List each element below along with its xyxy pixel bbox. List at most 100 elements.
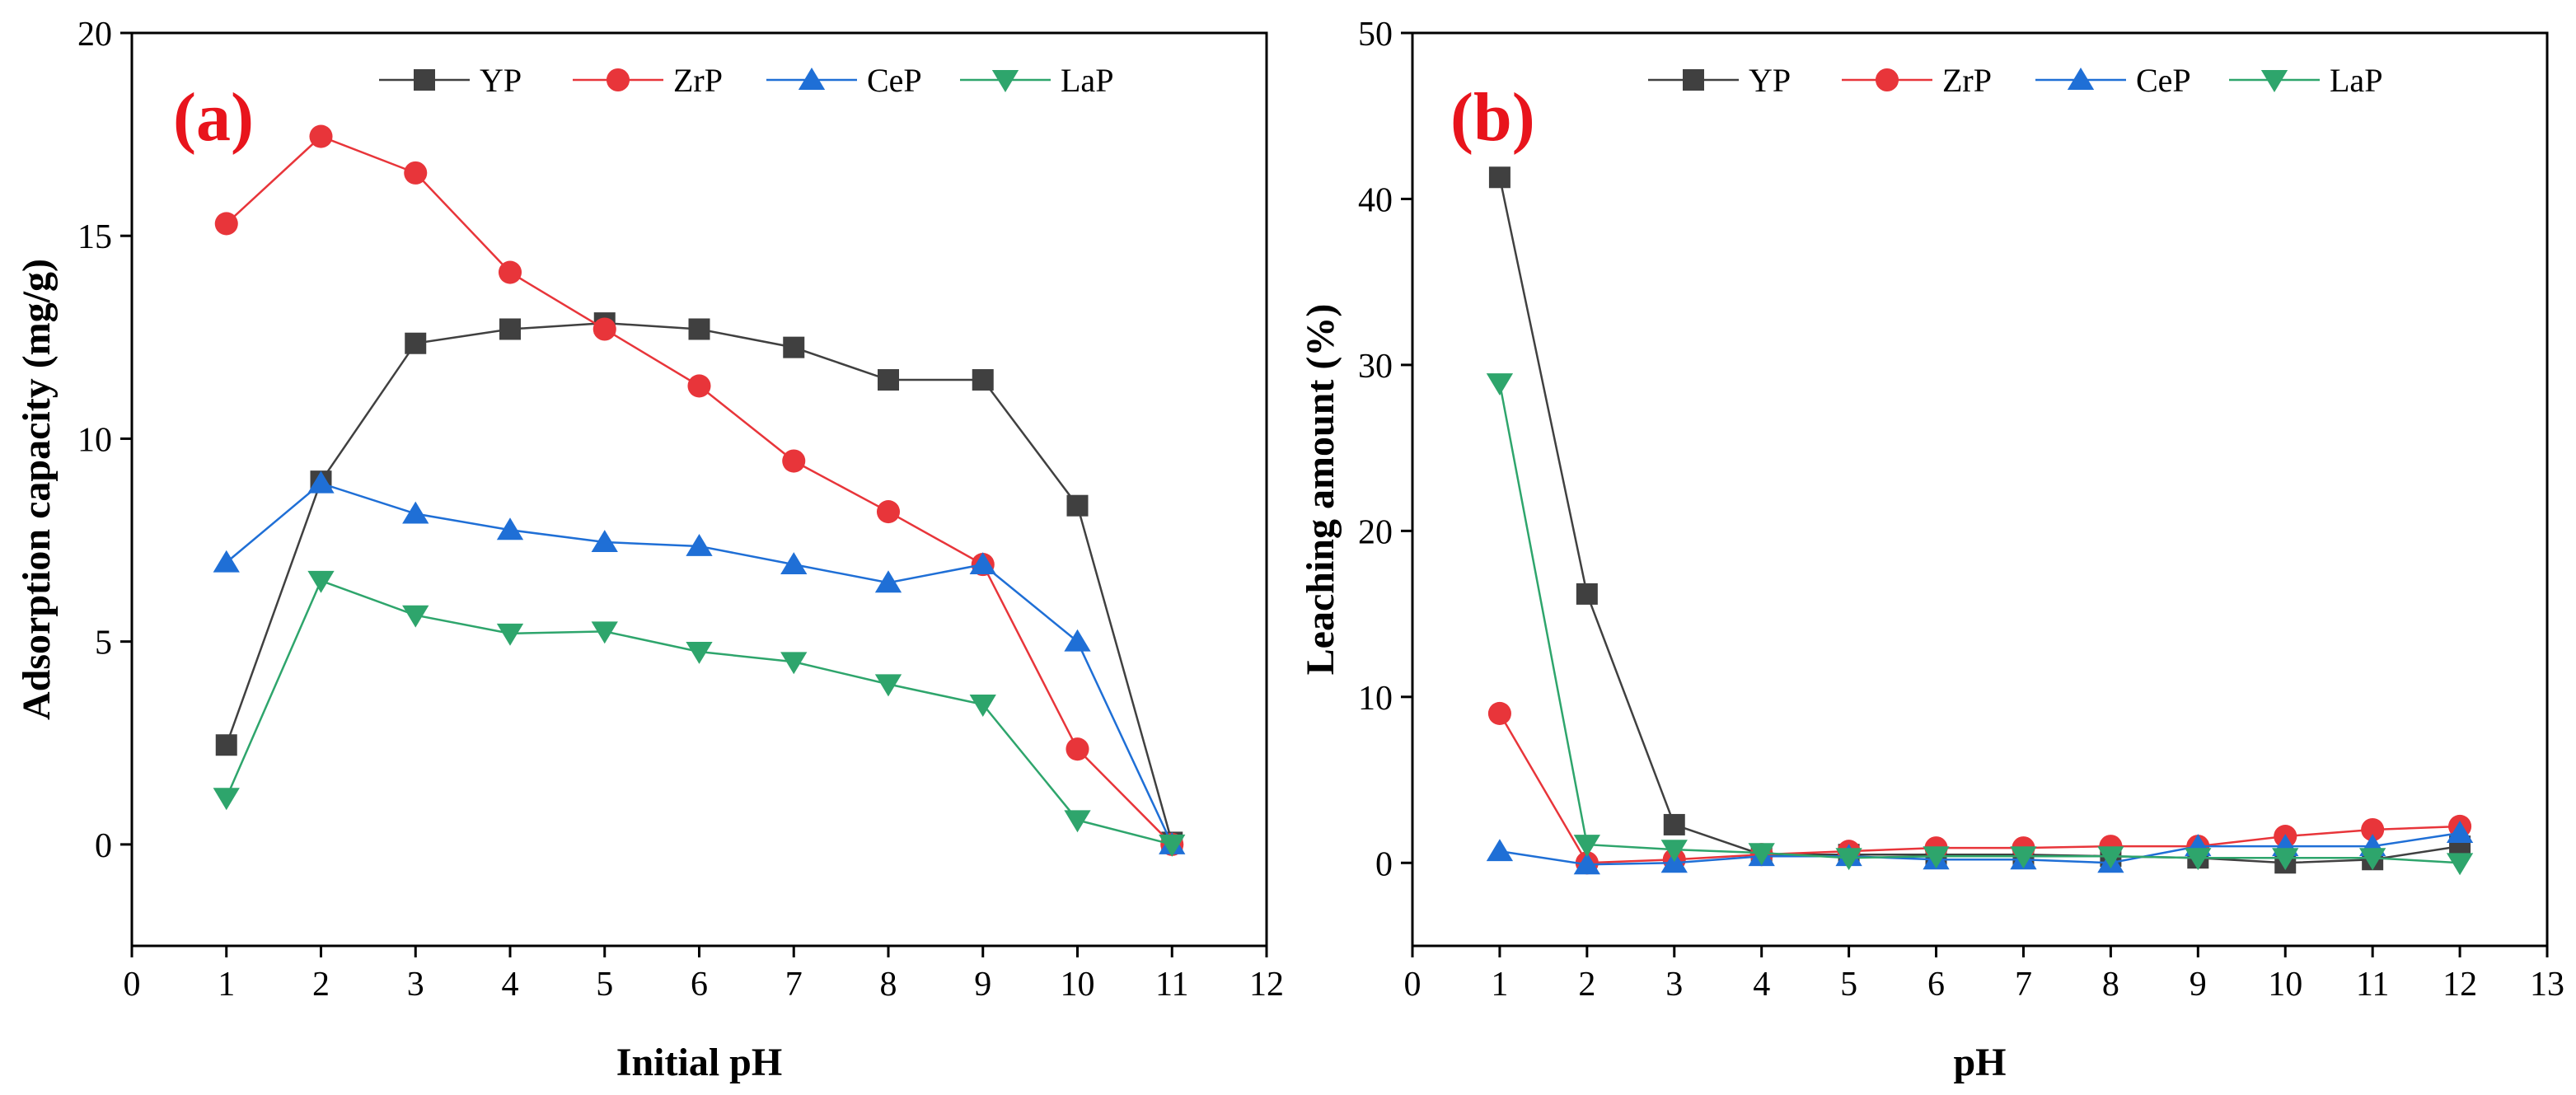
data-point-yp bbox=[499, 318, 521, 340]
x-tick-label: 10 bbox=[1061, 966, 1095, 1004]
legend-marker bbox=[2067, 68, 2095, 90]
data-point-cep bbox=[874, 570, 902, 593]
data-point-cep bbox=[1064, 629, 1091, 652]
y-tick-label: 20 bbox=[77, 16, 112, 54]
data-point-cep bbox=[2446, 821, 2474, 843]
legend-item-yp: YP bbox=[1648, 62, 1791, 99]
series-line-yp bbox=[225, 321, 1173, 843]
y-tick-label: 15 bbox=[77, 218, 112, 256]
x-tick-label: 11 bbox=[2356, 966, 2389, 1004]
data-point-lap bbox=[1748, 843, 1775, 866]
x-tick-label: 5 bbox=[596, 966, 613, 1004]
series-line-cep bbox=[1499, 831, 2461, 866]
plot-frame-b bbox=[1411, 31, 2549, 948]
x-tick-label: 10 bbox=[2268, 966, 2302, 1004]
panel-label: (a) bbox=[173, 79, 254, 156]
legend-marker bbox=[414, 69, 435, 91]
x-tick-label: 8 bbox=[880, 966, 897, 1004]
data-point-yp bbox=[1663, 813, 1685, 835]
x-tick-label: 13 bbox=[2530, 966, 2564, 1004]
legend-marker bbox=[991, 70, 1019, 92]
data-point-lap bbox=[1923, 846, 1950, 869]
x-tick-label: 0 bbox=[124, 966, 141, 1004]
data-point-lap bbox=[1064, 810, 1091, 833]
data-point-lap bbox=[2359, 848, 2386, 871]
series-zrp bbox=[214, 124, 1184, 856]
data-point-lap bbox=[591, 621, 618, 644]
x-tick-label: 12 bbox=[2443, 966, 2477, 1004]
x-tick-label: 7 bbox=[2015, 966, 2032, 1004]
data-point-zrp bbox=[214, 212, 238, 236]
x-tick-label: 11 bbox=[1155, 966, 1188, 1004]
x-tick-label: 4 bbox=[1753, 966, 1770, 1004]
data-point-yp bbox=[405, 332, 427, 354]
series-yp bbox=[1488, 166, 2471, 874]
legend-label: CeP bbox=[2136, 62, 2191, 99]
data-point-cep bbox=[402, 501, 429, 524]
data-point-zrp bbox=[687, 374, 711, 398]
data-point-cep bbox=[591, 530, 618, 552]
series-zrp bbox=[1487, 701, 2472, 875]
data-point-zrp bbox=[498, 260, 522, 284]
data-point-zrp bbox=[2361, 817, 2385, 842]
legend-marker bbox=[798, 68, 826, 90]
data-point-lap bbox=[1159, 834, 1186, 857]
data-point-lap bbox=[1660, 840, 1688, 863]
data-point-lap bbox=[2097, 846, 2124, 869]
x-tick-label: 2 bbox=[1578, 966, 1595, 1004]
legend-item-zrp: ZrP bbox=[1842, 62, 1992, 99]
series-line-yp bbox=[1498, 177, 2461, 864]
legend-label: YP bbox=[480, 62, 522, 99]
data-point-cep bbox=[780, 552, 808, 575]
series-lap bbox=[1486, 373, 2474, 876]
data-point-yp bbox=[878, 369, 899, 391]
legend-marker bbox=[1683, 69, 1704, 91]
data-point-zrp bbox=[876, 500, 901, 524]
data-point-cep bbox=[307, 470, 335, 494]
data-point-lap bbox=[1573, 835, 1600, 858]
y-tick-label: 10 bbox=[77, 421, 112, 459]
series-line-lap bbox=[225, 579, 1173, 846]
plot-frame-a bbox=[130, 31, 1268, 948]
x-axis-title: Initial pH bbox=[616, 1041, 782, 1084]
y-tick-label: 0 bbox=[95, 827, 112, 865]
x-tick-label: 1 bbox=[218, 966, 235, 1004]
data-point-lap bbox=[2446, 853, 2474, 876]
data-point-zrp bbox=[1487, 701, 1511, 726]
data-point-lap bbox=[496, 623, 524, 646]
legend-label: LaP bbox=[2330, 62, 2382, 99]
data-point-zrp bbox=[309, 124, 333, 148]
data-point-cep bbox=[686, 533, 713, 556]
legend-label: YP bbox=[1749, 62, 1791, 99]
x-tick-label: 6 bbox=[691, 966, 708, 1004]
data-point-zrp bbox=[1066, 737, 1089, 761]
data-point-yp bbox=[783, 336, 805, 358]
data-point-zrp bbox=[592, 317, 616, 341]
data-point-zrp bbox=[782, 449, 806, 473]
y-axis-title: Leaching amount (%) bbox=[1299, 304, 1342, 676]
legend: YP ZrP CeP LaP bbox=[1648, 62, 2382, 99]
x-tick-label: 9 bbox=[974, 966, 991, 1004]
x-tick-label: 12 bbox=[1249, 966, 1284, 1004]
data-point-lap bbox=[307, 570, 335, 593]
data-point-yp bbox=[1066, 494, 1089, 517]
data-point-lap bbox=[2272, 848, 2299, 871]
x-axis-title: pH bbox=[1953, 1041, 2006, 1084]
panel-b: 0 1 2 3 4 5 6 7 8 9 10 11 12 1301020304050pHLeaching … bbox=[1299, 16, 2564, 1084]
x-tick-label: 0 bbox=[1404, 966, 1421, 1004]
legend-item-lap: LaP bbox=[2229, 62, 2382, 99]
y-tick-label: 40 bbox=[1358, 181, 1393, 219]
legend-label: ZrP bbox=[1942, 62, 1992, 99]
data-point-lap bbox=[1486, 373, 1514, 396]
legend-marker bbox=[2260, 70, 2288, 92]
y-tick-label: 30 bbox=[1358, 348, 1393, 386]
legend-label: ZrP bbox=[673, 62, 723, 99]
data-point-cep bbox=[1486, 839, 1514, 862]
x-tick-label: 9 bbox=[2190, 966, 2207, 1004]
x-tick-label: 8 bbox=[2102, 966, 2119, 1004]
data-point-lap bbox=[780, 652, 808, 675]
y-tick-label: 0 bbox=[1375, 845, 1393, 883]
y-tick-label: 10 bbox=[1358, 680, 1393, 718]
